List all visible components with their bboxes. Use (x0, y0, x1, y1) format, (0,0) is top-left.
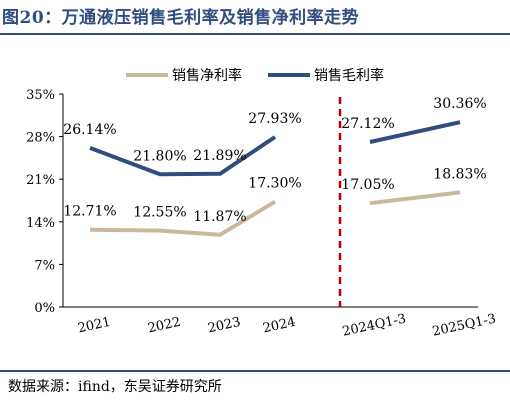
series-line-net-margin (369, 190, 461, 206)
data-label: 18.83% (433, 166, 486, 182)
source-rule (0, 370, 510, 372)
title-rule (0, 33, 510, 35)
line-chart: 0% 7% 14% 21% 28% 35% 2021 2022 2023 2024 2024Q1-3… (26, 67, 497, 340)
x-tick-label: 2023 (207, 315, 242, 337)
figure-title: 图20：万通液压销售毛利率及销售净利率走势 (2, 8, 360, 28)
data-label: 21.89% (193, 148, 246, 164)
y-tick-label: 35% (26, 88, 55, 103)
y-tick-label: 14% (26, 216, 55, 231)
x-tick-label: 2022 (147, 315, 182, 337)
legend-label: 销售毛利率 (314, 67, 384, 84)
x-tick-label: 2024Q1-3 (341, 312, 407, 340)
series-line-gross-margin (369, 120, 461, 144)
y-tick-label: 0% (34, 301, 55, 316)
y-tick-label: 21% (26, 173, 55, 188)
x-tick-label: 2025Q1-3 (431, 312, 497, 340)
data-label: 30.36% (433, 96, 486, 112)
data-label: 12.71% (63, 204, 116, 220)
series (89, 120, 461, 237)
data-label: 26.14% (63, 122, 116, 138)
x-tick-label: 2024 (262, 315, 297, 337)
y-tick-label: 28% (26, 131, 55, 146)
data-labels: 12.71% 12.55% 11.87% 17.30% 17.05% 18.83% 26.1… (63, 96, 486, 225)
source-note: 数据来源：ifind，东吴证券研究所 (8, 379, 222, 395)
series-line-gross-margin (89, 135, 277, 177)
data-label: 17.05% (341, 177, 394, 193)
legend-label: 销售净利率 (172, 67, 242, 84)
data-label: 21.80% (133, 148, 186, 164)
data-label: 11.87% (193, 209, 246, 225)
data-label: 12.55% (133, 205, 186, 221)
data-label: 17.30% (248, 176, 301, 192)
data-label: 27.93% (248, 111, 301, 127)
series-line-net-margin (89, 199, 277, 237)
legend: 销售净利率 销售毛利率 (126, 67, 384, 84)
x-tick-label: 2021 (77, 315, 112, 337)
data-label: 27.12% (341, 116, 394, 132)
y-tick-label: 7% (34, 258, 55, 273)
